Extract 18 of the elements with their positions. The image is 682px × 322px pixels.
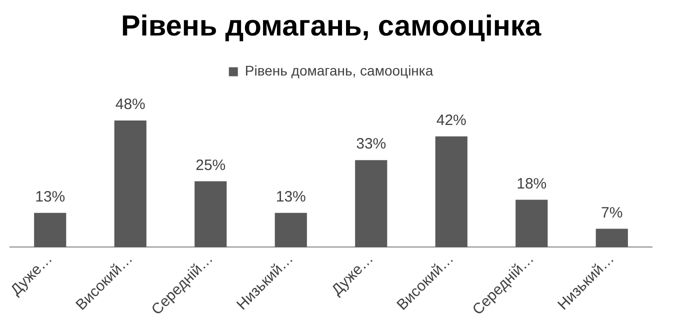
- bar: [194, 181, 227, 248]
- bar: [435, 136, 468, 248]
- data-label: 18%: [516, 175, 547, 192]
- bar: [596, 228, 628, 248]
- bar: [274, 212, 307, 248]
- bar: [355, 160, 388, 248]
- chart-title: Рівень домагань, самооцінка: [120, 10, 542, 42]
- bar: [114, 120, 146, 248]
- legend-label: Рівень домагань, самооцінка: [244, 62, 434, 79]
- data-label: 33%: [356, 136, 386, 153]
- data-label: 25%: [196, 156, 226, 174]
- data-label: 7%: [601, 204, 623, 222]
- data-label: 13%: [276, 188, 306, 206]
- data-label: 13%: [35, 188, 66, 206]
- bar: [516, 200, 548, 248]
- data-label: 48%: [115, 96, 146, 114]
- data-label: 42%: [436, 112, 466, 129]
- bar: [34, 212, 66, 248]
